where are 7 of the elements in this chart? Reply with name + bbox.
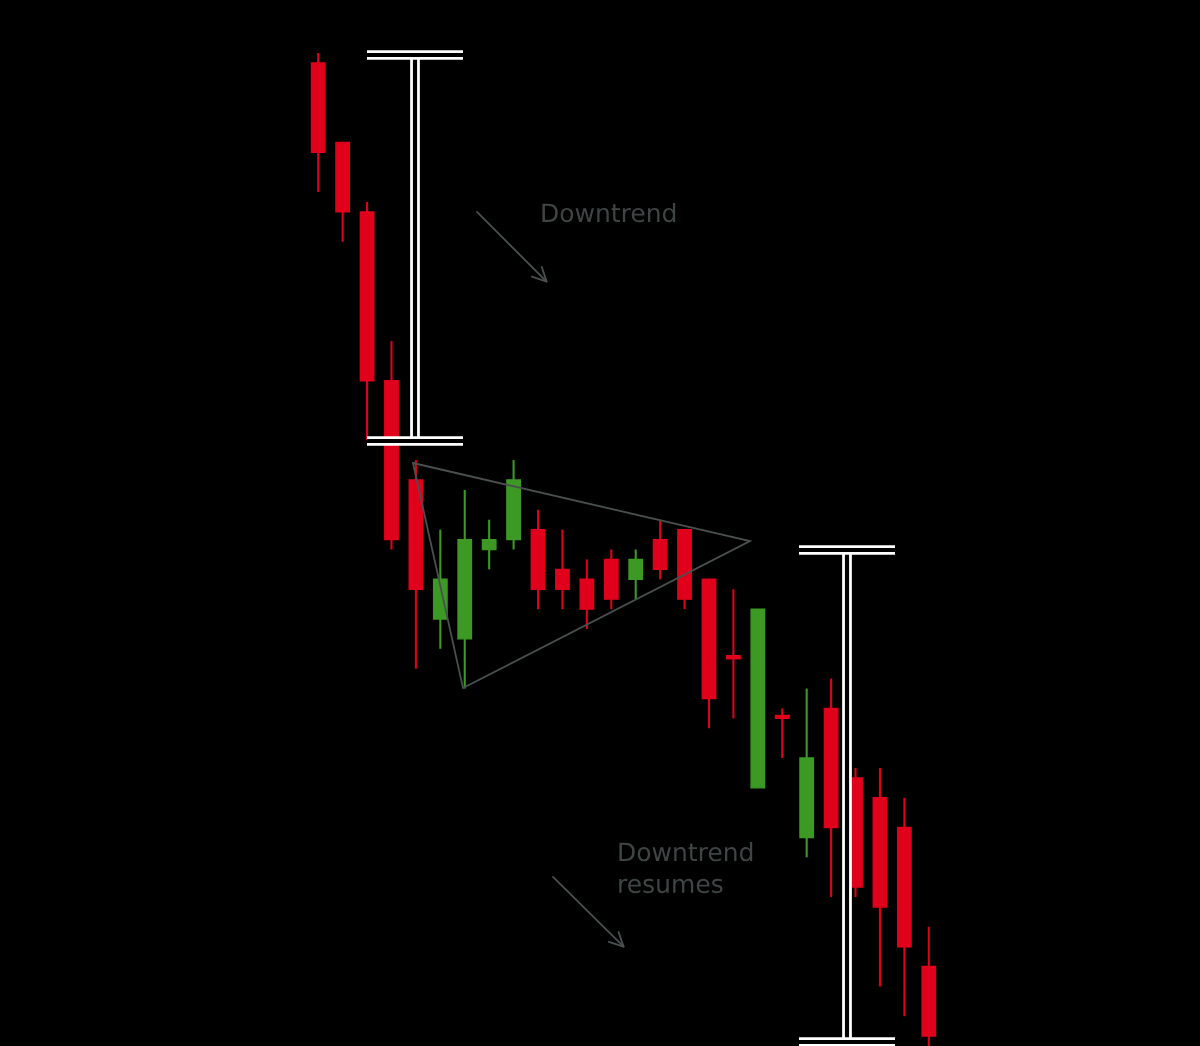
- candlestick: [725, 588, 741, 720]
- candlestick: [628, 548, 644, 601]
- candlestick: [481, 518, 497, 571]
- annotation: Downtrend resumes: [619, 842, 753, 894]
- annotation: Downtrend: [542, 202, 676, 223]
- candlestick: [774, 707, 790, 760]
- candlestick: [555, 528, 570, 611]
